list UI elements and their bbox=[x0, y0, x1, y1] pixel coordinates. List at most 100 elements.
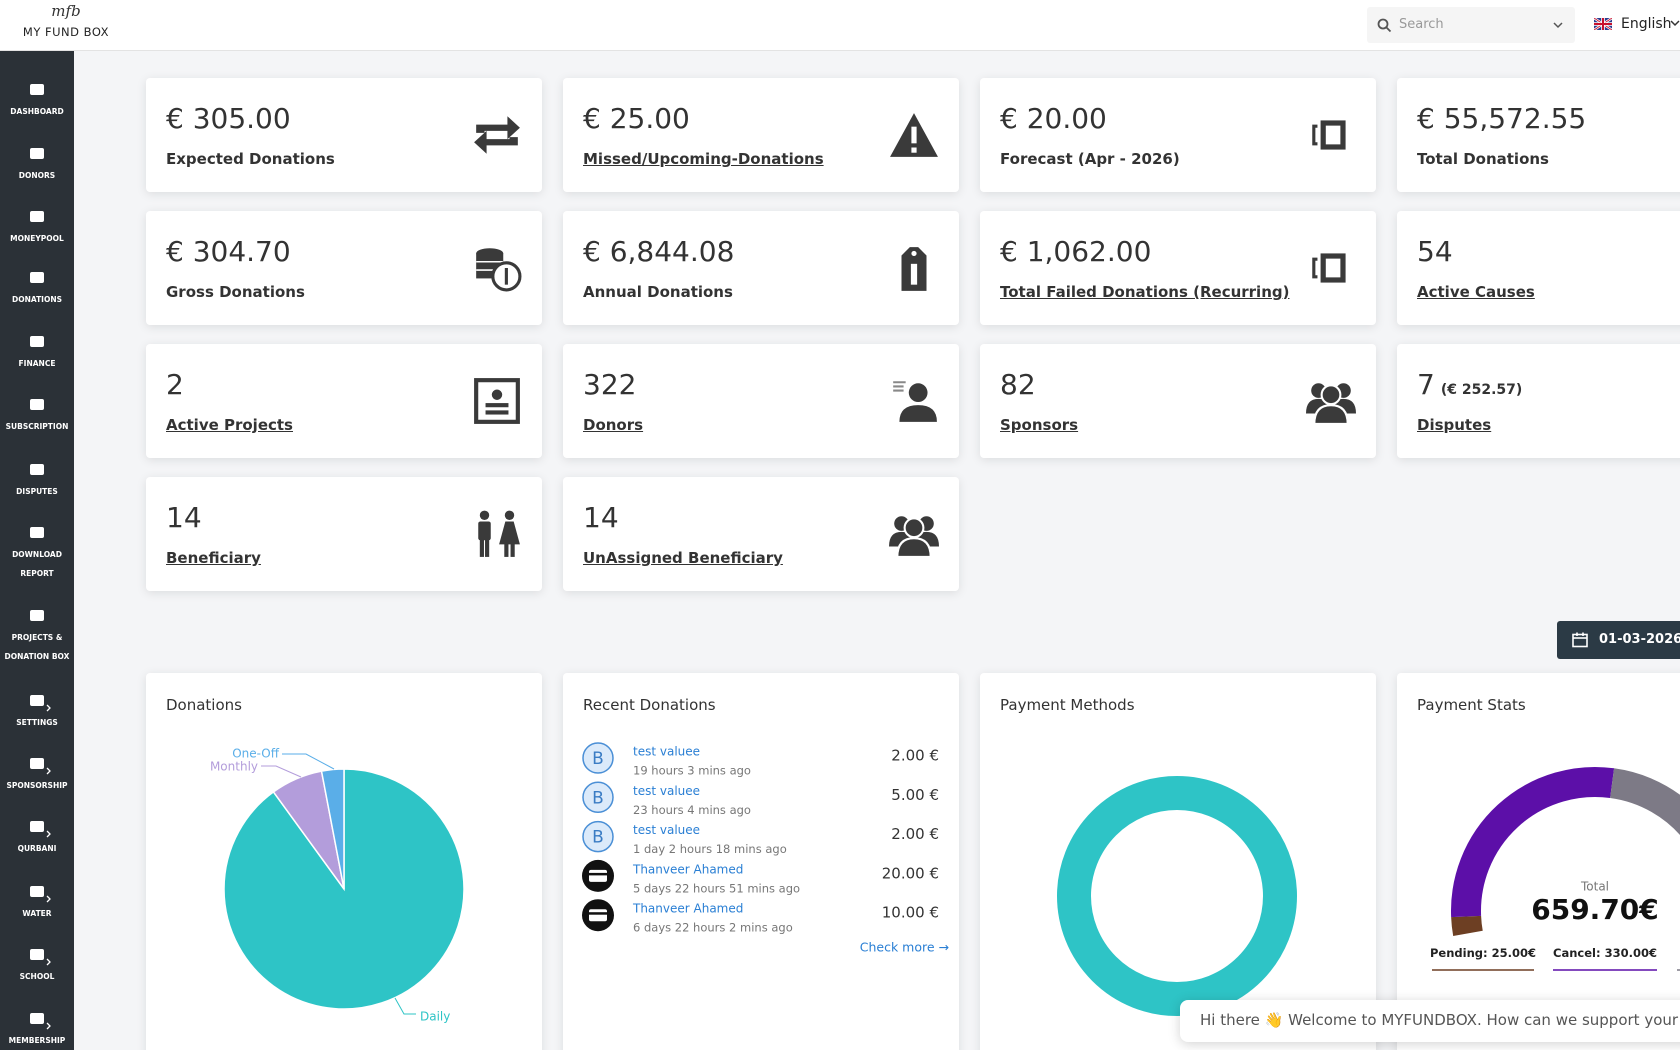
card-label[interactable]: Missed/Upcoming-Donations bbox=[583, 150, 824, 168]
card-label[interactable]: Active Projects bbox=[166, 416, 293, 434]
avatar-letter: B bbox=[592, 749, 604, 769]
donor-name[interactable]: Thanveer Ahamed bbox=[632, 902, 743, 916]
card-value: € 20.00 bbox=[1000, 102, 1107, 136]
icon-part bbox=[485, 410, 509, 415]
sidebar-item[interactable]: DOWNLOAD REPORT bbox=[0, 523, 74, 583]
card-icon bbox=[476, 248, 522, 292]
card-value: 54 bbox=[1417, 235, 1453, 269]
sidebar-icon bbox=[30, 211, 44, 222]
flag-icon bbox=[1594, 18, 1612, 30]
stat-card[interactable]: 14 UnAssigned Beneficiary bbox=[563, 477, 959, 591]
check-more[interactable]: Check more → bbox=[860, 940, 949, 955]
sidebar-label: DASHBOARD bbox=[10, 107, 64, 116]
panel: Payment Stats Total 659.70€ Pending: 25.00€ C… bbox=[1397, 673, 1680, 1050]
logo[interactable]: MY FUND BOX bbox=[22, 25, 110, 39]
icon-part bbox=[504, 268, 508, 285]
card-value-text: 7 bbox=[1417, 368, 1435, 401]
card-value: € 305.00 bbox=[166, 102, 291, 136]
sidebar-icon bbox=[30, 336, 44, 347]
sidebar-item[interactable]: DASHBOARD bbox=[0, 80, 74, 121]
donor-name[interactable]: test valuee bbox=[633, 784, 700, 798]
sidebar-icon bbox=[30, 272, 44, 283]
card-label[interactable]: Beneficiary bbox=[166, 549, 261, 567]
sidebar-item[interactable]: PROJECTS & DONATION BOX bbox=[0, 606, 74, 666]
card-label[interactable]: Disputes bbox=[1417, 416, 1492, 434]
icon-shape bbox=[30, 272, 44, 283]
sidebar-icon bbox=[30, 821, 51, 838]
card-value-text: € 25.00 bbox=[583, 102, 690, 135]
donation-amount: 10.00 € bbox=[882, 904, 939, 922]
card-glyph-stripe bbox=[589, 912, 607, 915]
donor-name[interactable]: test valuee bbox=[633, 823, 700, 837]
icon-shape bbox=[30, 399, 44, 410]
panel-title: Recent Donations bbox=[583, 696, 716, 714]
card-value-text: 2 bbox=[166, 368, 184, 401]
icon-part bbox=[1313, 404, 1349, 425]
icon-part bbox=[474, 378, 520, 424]
sidebar-item[interactable]: SETTINGS bbox=[0, 691, 74, 732]
donor-name[interactable]: test valuee bbox=[633, 745, 700, 759]
sidebar-icon bbox=[30, 1013, 51, 1030]
icon-shape bbox=[30, 821, 44, 832]
stat-card[interactable]: 54 Active Causes bbox=[1397, 211, 1680, 325]
chat-bubble[interactable]: Hi there 👋 Welcome to MYFUNDBOX. How can… bbox=[1180, 1000, 1680, 1042]
card-label[interactable]: Total Failed Donations (Recurring) bbox=[1000, 283, 1290, 301]
sidebar-item[interactable]: DONORS bbox=[0, 144, 74, 185]
search-box[interactable]: Search bbox=[1367, 7, 1575, 43]
card-value-text: 14 bbox=[166, 501, 202, 534]
sidebar-item[interactable]: SPONSORSHIP bbox=[0, 754, 74, 795]
total-label: Total bbox=[1580, 880, 1609, 894]
icon-shape bbox=[30, 610, 44, 621]
avatar bbox=[582, 820, 614, 853]
date-range-button[interactable]: 01-03-2026 T bbox=[1557, 621, 1680, 659]
sidebar-item[interactable]: DONATIONS bbox=[0, 268, 74, 309]
sidebar-item[interactable]: DISPUTES bbox=[0, 460, 74, 501]
sidebar-label: SUBSCRIPTION bbox=[5, 422, 69, 431]
chevron bbox=[1670, 20, 1680, 27]
sidebar-icon bbox=[30, 399, 44, 410]
sidebar-label: REPORT bbox=[20, 569, 54, 578]
card-icon bbox=[889, 516, 939, 558]
card-value: € 6,844.08 bbox=[583, 235, 734, 269]
card-value-text: € 305.00 bbox=[166, 102, 291, 135]
stat-card[interactable]: 7 (€ 252.57) Disputes bbox=[1397, 344, 1680, 458]
card-label[interactable]: Active Causes bbox=[1417, 283, 1535, 301]
chevron bbox=[46, 830, 51, 838]
card-label[interactable]: Donors bbox=[583, 416, 644, 434]
card-label[interactable]: UnAssigned Beneficiary bbox=[583, 549, 783, 567]
sidebar-icon bbox=[30, 84, 44, 95]
card-value: 14 bbox=[166, 501, 202, 535]
sidebar-item[interactable]: MEMBERSHIP bbox=[0, 1009, 74, 1050]
icon-part bbox=[910, 263, 918, 285]
legend-value: 25.00€ bbox=[1492, 946, 1536, 960]
panel: Payment Methods bbox=[980, 673, 1376, 1050]
card-value: 14 bbox=[583, 501, 619, 535]
avatar-letter: B bbox=[592, 828, 604, 848]
sidebar-item[interactable]: WATER bbox=[0, 882, 74, 923]
donation-time: 1 day 2 hours 18 mins ago bbox=[633, 842, 787, 856]
sidebar-item[interactable]: SUBSCRIPTION bbox=[0, 395, 74, 436]
avatar-letter: B bbox=[592, 788, 604, 808]
icon-part bbox=[1377, 18, 1389, 30]
card-label[interactable]: Sponsors bbox=[1000, 416, 1079, 434]
stat-card: € 304.70 Gross Donations bbox=[146, 211, 542, 325]
stat-card[interactable]: 82 Sponsors bbox=[980, 344, 1376, 458]
donation-time: 23 hours 4 mins ago bbox=[633, 803, 751, 817]
stat-card[interactable]: 2 Active Projects bbox=[146, 344, 542, 458]
icon-shape bbox=[30, 336, 44, 347]
sidebar-item[interactable]: MONEYPOOL bbox=[0, 207, 74, 248]
card-label: Total Donations bbox=[1417, 150, 1549, 168]
donation-time: 5 days 22 hours 51 mins ago bbox=[633, 881, 800, 895]
stat-card: € 55,572.55 Total Donations bbox=[1397, 78, 1680, 192]
sidebar-item[interactable]: QURBANI bbox=[0, 817, 74, 858]
language[interactable]: English bbox=[1621, 16, 1672, 32]
sidebar-item[interactable]: FINANCE bbox=[0, 332, 74, 373]
stat-card[interactable]: 322 Donors bbox=[563, 344, 959, 458]
stat-card[interactable]: 14 Beneficiary bbox=[146, 477, 542, 591]
gauge-segment bbox=[1609, 768, 1680, 836]
donor-name[interactable]: Thanveer Ahamed bbox=[632, 862, 743, 876]
icon-part bbox=[1312, 124, 1318, 146]
sidebar-item[interactable]: SCHOOL bbox=[0, 945, 74, 986]
stat-card[interactable]: € 1,062.00 Total Failed Donations (Recurr… bbox=[980, 211, 1376, 325]
stat-card[interactable]: € 25.00 Missed/Upcoming-Donations bbox=[563, 78, 959, 192]
